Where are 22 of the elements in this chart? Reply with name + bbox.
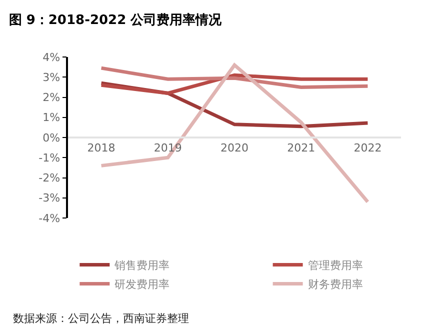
legend-label: 财务费用率 [308,278,363,291]
line-series [100,73,370,95]
x-tick-label: 2022 [354,141,382,154]
y-tick-label: 4% [42,50,60,64]
legend-label: 销售费用率 [114,258,170,272]
y-tick-label: 0% [42,131,60,144]
source-note: 数据来源：公司公告，西南证券整理 [13,312,189,325]
y-tick-label: -2% [38,172,60,185]
x-tick-label: 2020 [220,141,248,154]
y-tick-label: 1% [42,111,60,124]
y-tick-label: 2% [42,91,60,104]
y-tick-label: -4% [38,212,60,225]
y-tick-label: -3% [38,192,60,205]
x-tick-label: 2018 [87,141,116,154]
y-tick-label: 3% [42,70,60,84]
legend-label: 管理费用率 [308,258,363,272]
x-tick-label: 2021 [287,141,316,154]
line-series [100,66,370,89]
x-tick-label: 2019 [154,141,182,154]
y-tick-label: -1% [38,151,60,164]
legend-label: 研发费用率 [114,278,170,291]
chart-title: 图 9：2018-2022 公司费用率情况 [8,12,223,28]
